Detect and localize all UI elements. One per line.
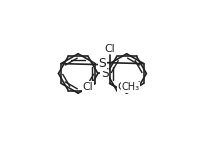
Text: O: O (117, 82, 126, 93)
Text: CH₃: CH₃ (122, 82, 140, 93)
Text: S: S (99, 57, 106, 70)
Text: S: S (101, 67, 109, 80)
Text: Cl: Cl (83, 82, 93, 93)
Text: Cl: Cl (104, 44, 115, 54)
